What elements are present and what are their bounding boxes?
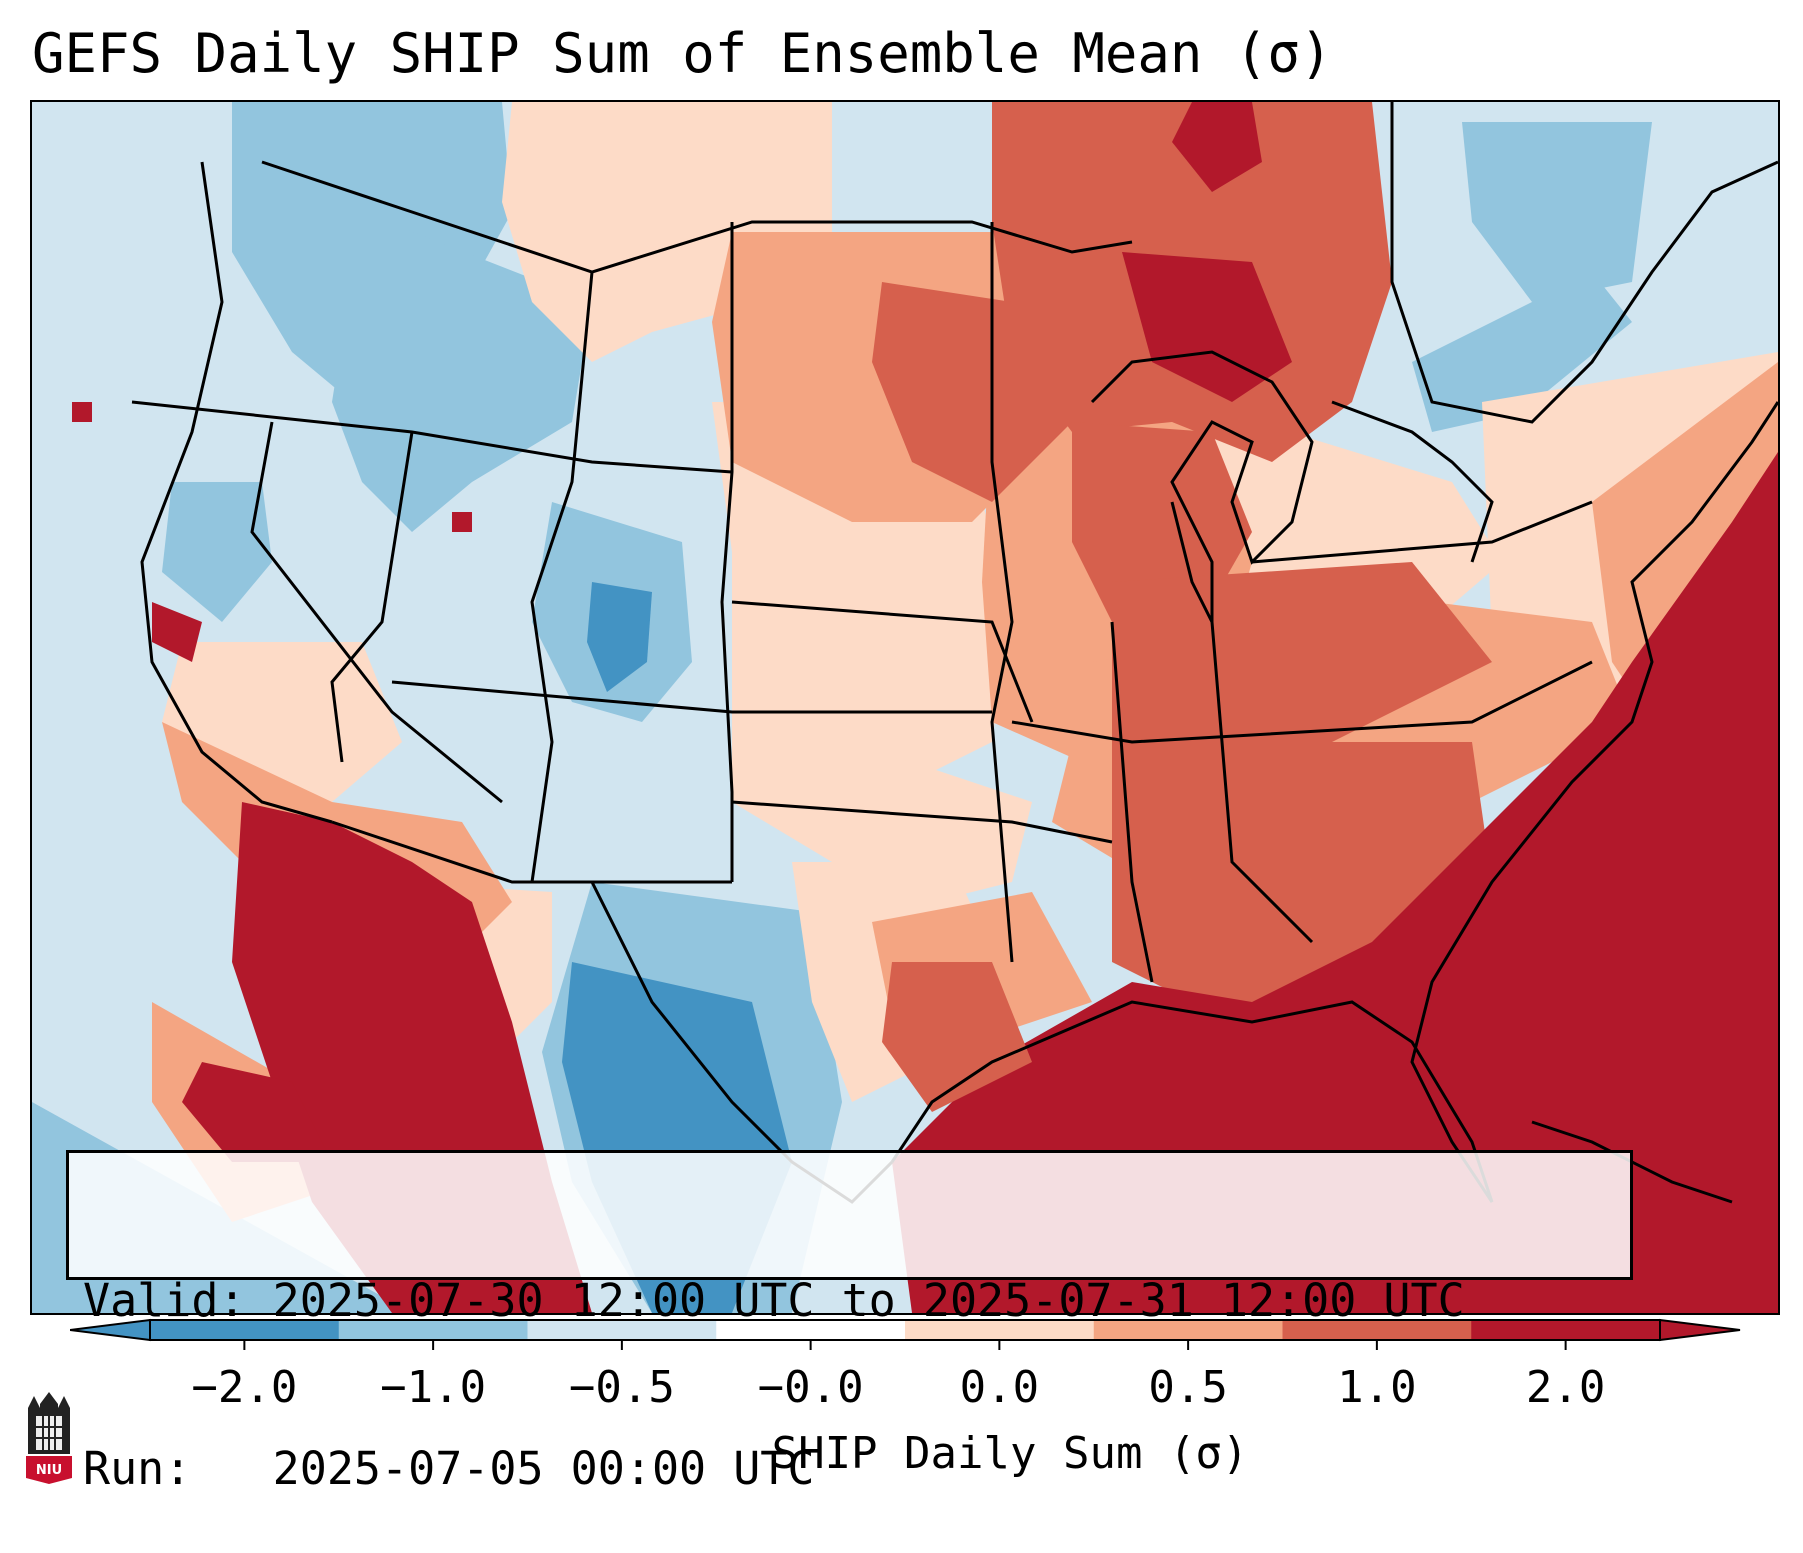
niu-logo-text: NIU <box>35 1463 63 1478</box>
colorbar <box>70 1318 1741 1350</box>
border-or-id-wy <box>131 400 733 474</box>
niu-tower-icon <box>26 1392 72 1484</box>
pacific-coastline <box>140 161 333 824</box>
anomaly-region-lake-superior <box>1122 252 1292 402</box>
border-ut-az <box>391 680 992 714</box>
colorbar-segment <box>1093 1320 1283 1340</box>
colorbar-segment <box>716 1320 906 1340</box>
border-ms-al <box>1110 621 1154 983</box>
colorbar-tick-label: 1.0 <box>1337 1362 1417 1413</box>
colorbar-segment <box>338 1320 528 1340</box>
colorbar-label: SHIP Daily Sum (σ) <box>771 1428 1249 1479</box>
colorbar-ticks <box>243 1340 1567 1350</box>
colorbar-segment <box>905 1320 1095 1340</box>
border-ca-nv <box>250 421 503 804</box>
anomaly-region-baja-south <box>182 1062 332 1162</box>
border-az-mexico <box>331 820 732 884</box>
border-ks-ne <box>731 600 1034 723</box>
colorbar-tick-label: −0.0 <box>757 1362 864 1413</box>
colorbar-tick-label: −1.0 <box>380 1362 487 1413</box>
border-tn-nc <box>1011 660 1593 744</box>
anomaly-map <box>32 102 1778 1313</box>
lake-erie-ontario <box>1331 400 1494 563</box>
gulf-atlantic-coastline <box>890 401 1778 1203</box>
colorbar-segments <box>70 1318 1741 1342</box>
canada-border <box>261 160 1133 274</box>
strong-positive-layer <box>72 102 1492 1022</box>
colorbar-segment <box>1282 1320 1472 1340</box>
great-lakes-shoreline <box>1090 350 1314 623</box>
colorbar-tick-label: −2.0 <box>191 1362 298 1413</box>
validity-info-box: Valid: 2025-07-30 12:00 UTC to 2025-07-3… <box>66 1150 1633 1495</box>
border-nv-ut <box>330 431 414 763</box>
anomaly-region-ne-canada <box>1412 272 1632 432</box>
anomaly-region-texas-coast <box>882 962 1032 1112</box>
colorbar-extend-max <box>1659 1318 1741 1342</box>
anomaly-region-colorado-core <box>587 582 652 692</box>
quebec-coastline <box>1390 102 1778 424</box>
map-title: GEFS Daily SHIP Sum of Ensemble Mean (σ) <box>32 22 1333 85</box>
colorbar-segment <box>527 1320 717 1340</box>
anomaly-region-hudson-bay <box>1172 102 1262 192</box>
valid-time-line: Valid: 2025-07-30 12:00 UTC to 2025-07-3… <box>83 1274 1465 1327</box>
niu-logo: NIU <box>20 1390 78 1486</box>
anomaly-region-quebec <box>1462 122 1652 302</box>
colorbar-tick-label: 0.5 <box>1148 1362 1228 1413</box>
colorbar-frame <box>149 1319 1661 1341</box>
run-time-line: Run: 2025-07-05 00:00 UTC <box>83 1442 815 1495</box>
anomaly-region-sf-bay <box>152 602 202 662</box>
anomaly-pixel-pacific <box>72 402 92 422</box>
colorbar-segment <box>150 1320 340 1340</box>
border-ok-tx <box>731 800 1113 844</box>
colorbar-segment <box>1471 1320 1661 1340</box>
colorbar-tick-label: 0.0 <box>959 1362 1040 1413</box>
colorbar-tick-label: −0.5 <box>568 1362 675 1413</box>
border-dakota-texas <box>720 222 734 882</box>
border-mt-wy-co-nm <box>530 271 594 883</box>
border-mn-ia-mo-ar <box>990 222 1014 963</box>
anomaly-region-idaho <box>332 212 592 532</box>
anomaly-region-minnesota <box>872 282 1072 502</box>
map-panel <box>30 100 1780 1315</box>
anomaly-region-oregon <box>162 482 272 622</box>
colorbar-extend-min <box>70 1318 151 1342</box>
colorbar-tick-label: 2.0 <box>1525 1362 1606 1413</box>
border-al-ga <box>1210 621 1314 944</box>
anomaly-pixel-utah <box>452 512 472 532</box>
anomaly-region-wisconsin <box>1072 422 1252 622</box>
border-oh-pa <box>1251 500 1593 564</box>
anomaly-region-gulf-atlantic <box>892 452 1778 1313</box>
